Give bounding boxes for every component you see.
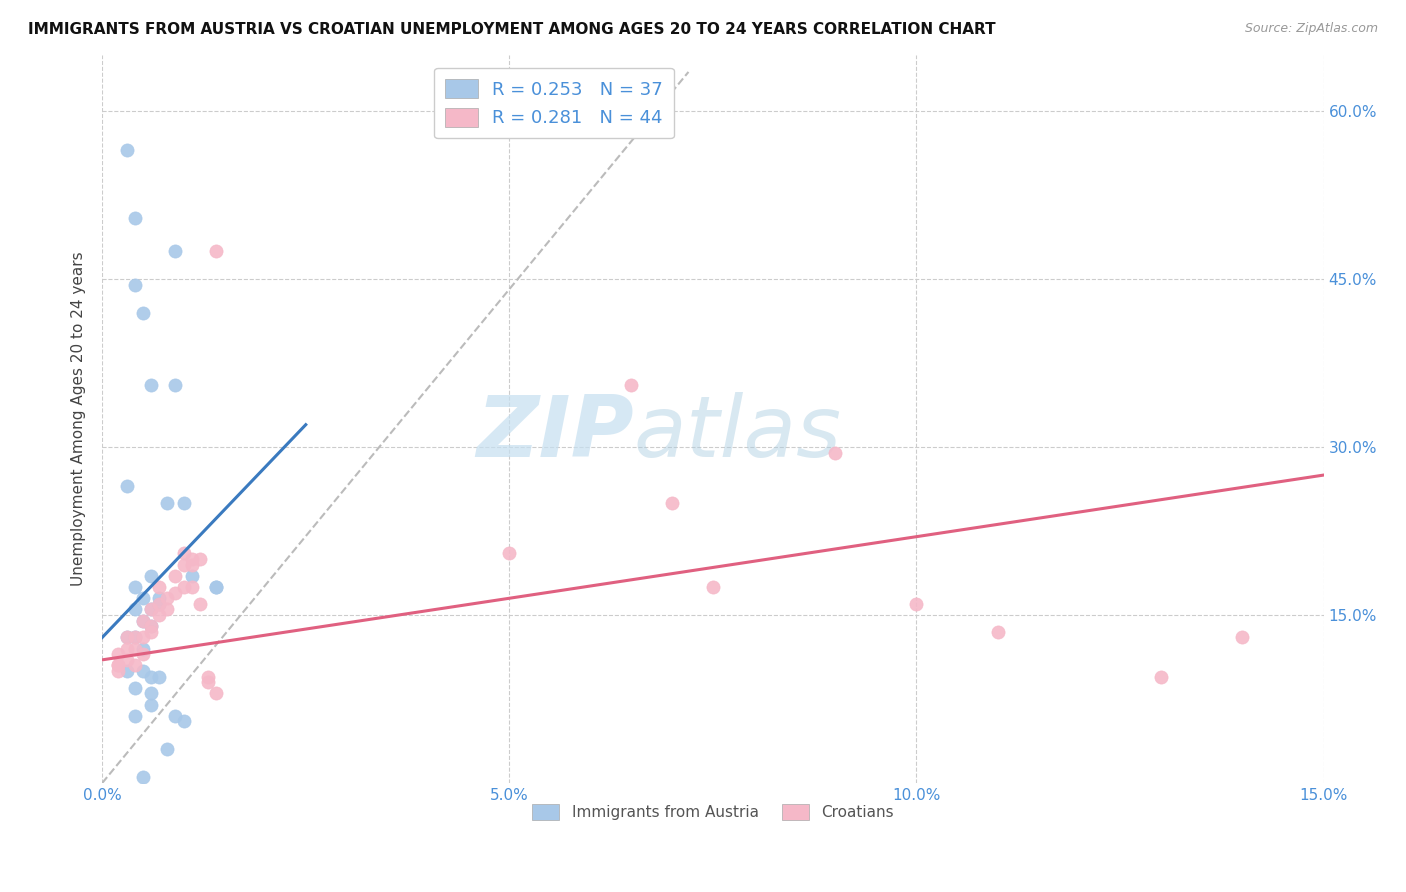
Point [124,277,146,292]
Point [148,608,170,623]
Point [148,580,170,594]
Point [1150,670,1173,684]
Point [132,614,155,628]
Point [139,698,162,712]
Point [107,647,129,661]
Point [115,664,138,678]
Point [165,569,187,583]
Point [115,479,138,493]
Text: IMMIGRANTS FROM AUSTRIA VS CROATIAN UNEMPLOYMENT AMONG AGES 20 TO 24 YEARS CORRE: IMMIGRANTS FROM AUSTRIA VS CROATIAN UNEM… [28,22,995,37]
Point [188,597,211,611]
Point [124,602,146,616]
Point [107,658,129,673]
Point [139,670,162,684]
Point [156,591,179,606]
Point [115,641,138,656]
Legend: Immigrants from Austria, Croatians: Immigrants from Austria, Croatians [526,797,900,826]
Y-axis label: Unemployment Among Ages 20 to 24 years: Unemployment Among Ages 20 to 24 years [72,252,86,586]
Text: ZIP: ZIP [475,392,634,475]
Point [115,653,138,667]
Point [197,675,219,690]
Point [139,624,162,639]
Point [165,244,187,259]
Point [115,144,138,158]
Point [132,306,155,320]
Point [124,681,146,695]
Point [197,670,219,684]
Point [115,631,138,645]
Point [180,552,202,566]
Point [148,670,170,684]
Point [824,445,846,459]
Point [205,580,228,594]
Point [139,378,162,392]
Point [139,619,162,633]
Point [132,631,155,645]
Point [205,580,228,594]
Point [124,631,146,645]
Point [148,597,170,611]
Point [188,552,211,566]
Point [165,378,187,392]
Point [156,742,179,756]
Point [139,619,162,633]
Point [132,664,155,678]
Point [156,602,179,616]
Text: atlas: atlas [634,392,842,475]
Point [124,641,146,656]
Point [107,658,129,673]
Point [661,496,683,510]
Point [124,631,146,645]
Point [156,496,179,510]
Point [132,614,155,628]
Point [173,714,195,729]
Point [987,624,1010,639]
Point [498,546,520,560]
Point [132,591,155,606]
Point [205,686,228,700]
Point [165,709,187,723]
Text: Source: ZipAtlas.com: Source: ZipAtlas.com [1244,22,1378,36]
Point [173,546,195,560]
Point [132,641,155,656]
Point [173,496,195,510]
Point [148,591,170,606]
Point [180,558,202,572]
Point [124,709,146,723]
Point [205,244,228,259]
Point [132,771,155,785]
Point [139,686,162,700]
Point [124,658,146,673]
Point [115,631,138,645]
Point [173,558,195,572]
Point [124,580,146,594]
Point [905,597,928,611]
Point [180,569,202,583]
Point [148,597,170,611]
Point [107,664,129,678]
Point [620,378,643,392]
Point [124,211,146,225]
Point [702,580,724,594]
Point [1230,631,1253,645]
Point [139,602,162,616]
Point [180,580,202,594]
Point [165,585,187,599]
Point [132,647,155,661]
Point [139,569,162,583]
Point [173,580,195,594]
Point [139,602,162,616]
